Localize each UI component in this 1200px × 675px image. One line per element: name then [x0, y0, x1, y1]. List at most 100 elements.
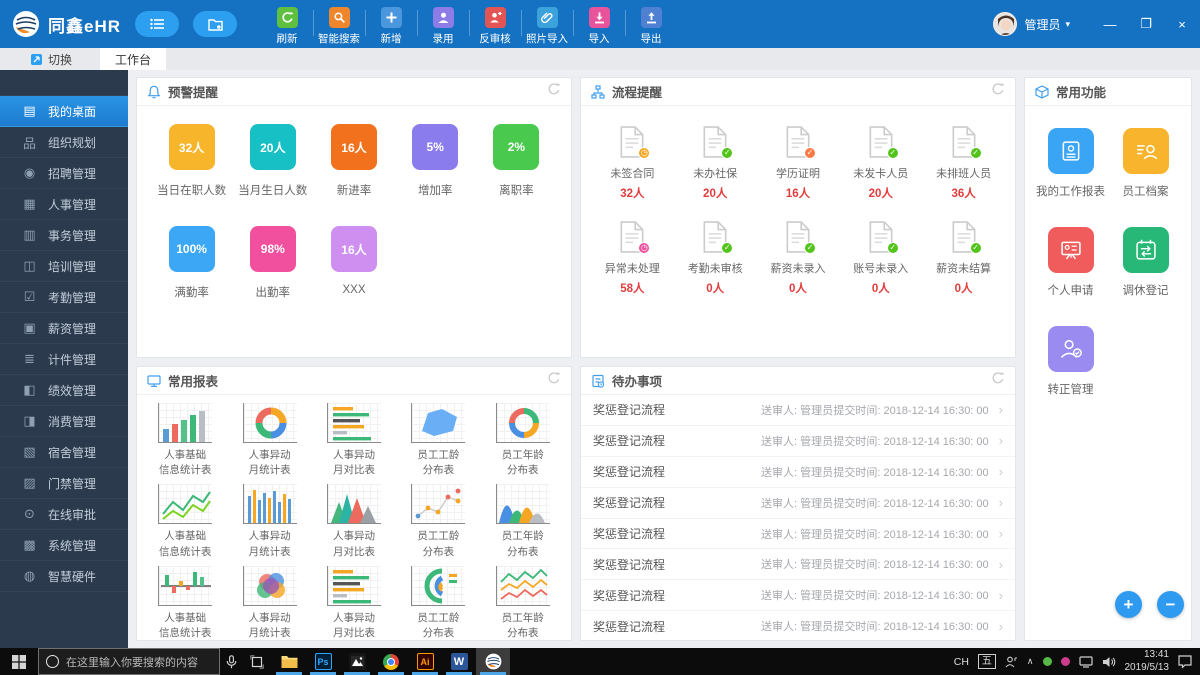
taskbar-app-photos[interactable]: [340, 648, 374, 675]
report-item[interactable]: 人事基础 信息统计表: [143, 565, 227, 640]
alert-tile[interactable]: 16人 新进率: [313, 124, 394, 198]
alert-tile[interactable]: 32人 当日在职人数: [151, 124, 232, 198]
report-item[interactable]: 人事异动 月对比表: [312, 565, 396, 640]
taskbar-clock[interactable]: 13:41 2019/5/13: [1125, 649, 1170, 674]
refresh-icon[interactable]: [547, 371, 561, 390]
report-item[interactable]: 员工年龄 分布表: [481, 484, 565, 559]
report-item[interactable]: 人事异动 月统计表: [227, 403, 311, 478]
minimize-button[interactable]: —: [1103, 16, 1117, 32]
report-item[interactable]: 人事异动 月统计表: [227, 484, 311, 559]
toolbar-import[interactable]: 导入: [573, 2, 625, 46]
sidebar-item-personnel[interactable]: ▦ 人事管理: [0, 189, 128, 220]
report-item[interactable]: 员工年龄 分布表: [481, 403, 565, 478]
chevron-right-icon[interactable]: ›: [998, 495, 1003, 511]
microphone-icon[interactable]: [220, 654, 242, 669]
sidebar-item-system[interactable]: ▩ 系统管理: [0, 530, 128, 561]
report-item[interactable]: 人事异动 月对比表: [312, 484, 396, 559]
sidebar-item-attendance[interactable]: ☑ 考勤管理: [0, 282, 128, 313]
process-item[interactable]: ✓ 薪资未录入 0人: [757, 221, 840, 296]
chevron-right-icon[interactable]: ›: [998, 556, 1003, 572]
function-employee-files[interactable]: 员工档案: [1122, 128, 1169, 199]
process-item[interactable]: ✓ 薪资未结算 0人: [922, 221, 1005, 296]
function-personal-application[interactable]: 个人申请: [1047, 227, 1094, 298]
taskbar-app-ehr[interactable]: [476, 648, 510, 675]
todo-row[interactable]: 奖惩登记流程 送审人: 管理员 提交时间: 2018-12-14 16:30: 00…: [581, 549, 1015, 581]
alert-tile[interactable]: 98% 出勤率: [232, 226, 313, 300]
language-indicator[interactable]: CH: [953, 655, 969, 668]
todo-row[interactable]: 奖惩登记流程 送审人: 管理员 提交时间: 2018-12-14 16:30: 00…: [581, 611, 1015, 640]
chevron-right-icon[interactable]: ›: [998, 618, 1003, 634]
todo-row[interactable]: 奖惩登记流程 送审人: 管理员 提交时间: 2018-12-14 16:30: 00…: [581, 519, 1015, 550]
sidebar-item-consumption[interactable]: ◨ 消费管理: [0, 406, 128, 437]
folder-settings-button[interactable]: [193, 11, 238, 37]
alert-tile[interactable]: 5% 增加率: [395, 124, 476, 198]
user-menu[interactable]: 管理员 ▾: [993, 12, 1070, 36]
refresh-icon[interactable]: [991, 82, 1005, 101]
sidebar-item-dormitory[interactable]: ▧ 宿舍管理: [0, 437, 128, 468]
chevron-right-icon[interactable]: ›: [998, 402, 1003, 418]
sidebar-item-recruitment[interactable]: ◉ 招聘管理: [0, 158, 128, 189]
action-center-icon[interactable]: [1178, 655, 1192, 668]
process-item[interactable]: ◷ 未签合同 32人: [591, 126, 674, 201]
chevron-right-icon[interactable]: ›: [998, 587, 1003, 603]
sidebar-item-access-control[interactable]: ▨ 门禁管理: [0, 468, 128, 499]
menu-list-button[interactable]: [135, 11, 180, 37]
toolbar-refresh[interactable]: 刷新: [261, 2, 313, 46]
report-item[interactable]: 人事异动 月对比表: [312, 403, 396, 478]
task-view-button[interactable]: [242, 654, 272, 669]
sidebar-item-affairs[interactable]: ▥ 事务管理: [0, 220, 128, 251]
refresh-icon[interactable]: [991, 371, 1005, 390]
process-item[interactable]: ✓ 学历证明 16人: [757, 126, 840, 201]
sidebar-item-online-approval[interactable]: ⊙ 在线审批: [0, 499, 128, 530]
switch-button[interactable]: 切换: [30, 51, 72, 68]
taskbar-app-photoshop[interactable]: Ps: [306, 648, 340, 675]
network-icon[interactable]: [1078, 655, 1093, 668]
chevron-right-icon[interactable]: ›: [998, 433, 1003, 449]
toolbar-hire[interactable]: 录用: [417, 2, 469, 46]
chevron-right-icon[interactable]: ›: [998, 526, 1003, 541]
report-item[interactable]: 员工年龄 分布表: [481, 565, 565, 640]
process-item[interactable]: ✓ 账号未录入 0人: [839, 221, 922, 296]
process-item[interactable]: ✓ 未排班人员 36人: [922, 126, 1005, 201]
start-button[interactable]: [0, 648, 38, 675]
todo-row[interactable]: 奖惩登记流程 送审人: 管理员 提交时间: 2018-12-14 16:30: 00…: [581, 488, 1015, 519]
report-item[interactable]: 人事基础 信息统计表: [143, 403, 227, 478]
sidebar-item-smart-hardware[interactable]: ◍ 智慧硬件: [0, 561, 128, 592]
alert-tile[interactable]: 16人 XXX: [313, 226, 394, 300]
sidebar-item-org-planning[interactable]: 品组织规划: [0, 127, 128, 158]
toolbar-add[interactable]: 新增: [365, 2, 417, 46]
hidden-icons-chevron[interactable]: ∧: [1026, 656, 1034, 666]
taskbar-app-chrome[interactable]: [374, 648, 408, 675]
todo-row[interactable]: 奖惩登记流程 送审人: 管理员 提交时间: 2018-12-14 16:30: 00…: [581, 580, 1015, 612]
sidebar-item-salary[interactable]: ▣ 薪资管理: [0, 313, 128, 344]
alert-tile[interactable]: 2% 离职率: [476, 124, 557, 198]
todo-row[interactable]: 奖惩登记流程 送审人: 管理员 提交时间: 2018-12-14 16:30: 00…: [581, 395, 1015, 426]
close-button[interactable]: ×: [1178, 16, 1186, 32]
todo-row[interactable]: 奖惩登记流程 送审人: 管理员 提交时间: 2018-12-14 16:30: 00…: [581, 457, 1015, 488]
people-icon[interactable]: [1005, 656, 1018, 668]
report-item[interactable]: 人事基础 信息统计表: [143, 484, 227, 559]
alert-tile[interactable]: 100% 满勤率: [151, 226, 232, 300]
toolbar-export[interactable]: 导出: [625, 2, 677, 46]
process-item[interactable]: ✓ 未办社保 20人: [674, 126, 757, 201]
taskbar-app-illustrator[interactable]: Ai: [408, 648, 442, 675]
toolbar-reverse-audit[interactable]: 反审核: [469, 2, 521, 46]
ime-indicator[interactable]: 五: [977, 654, 996, 669]
report-item[interactable]: 员工工龄 分布表: [396, 403, 480, 478]
speaker-icon[interactable]: [1102, 656, 1116, 668]
zoom-out-button[interactable]: −: [1157, 591, 1184, 618]
toolbar-smart-search[interactable]: 智能搜索: [313, 2, 365, 46]
report-item[interactable]: 人事异动 月统计表: [227, 565, 311, 640]
tray-magenta-icon[interactable]: [1060, 657, 1070, 666]
process-item[interactable]: ✓ 考勤未审核 0人: [674, 221, 757, 296]
process-item[interactable]: ✓ 未发卡人员 20人: [839, 126, 922, 201]
chevron-right-icon[interactable]: ›: [998, 464, 1003, 480]
taskbar-search[interactable]: 在这里输入你要搜索的内容: [38, 648, 220, 675]
alert-tile[interactable]: 20人 当月生日人数: [232, 124, 313, 198]
function-leave-adjust[interactable]: 调休登记: [1122, 227, 1169, 298]
report-item[interactable]: 员工工龄 分布表: [396, 565, 480, 640]
sidebar-item-performance[interactable]: ◧ 绩效管理: [0, 375, 128, 406]
function-regularization[interactable]: 转正管理: [1047, 326, 1094, 397]
zoom-in-button[interactable]: +: [1115, 591, 1142, 618]
function-my-work-report[interactable]: 我的工作报表: [1036, 128, 1105, 199]
